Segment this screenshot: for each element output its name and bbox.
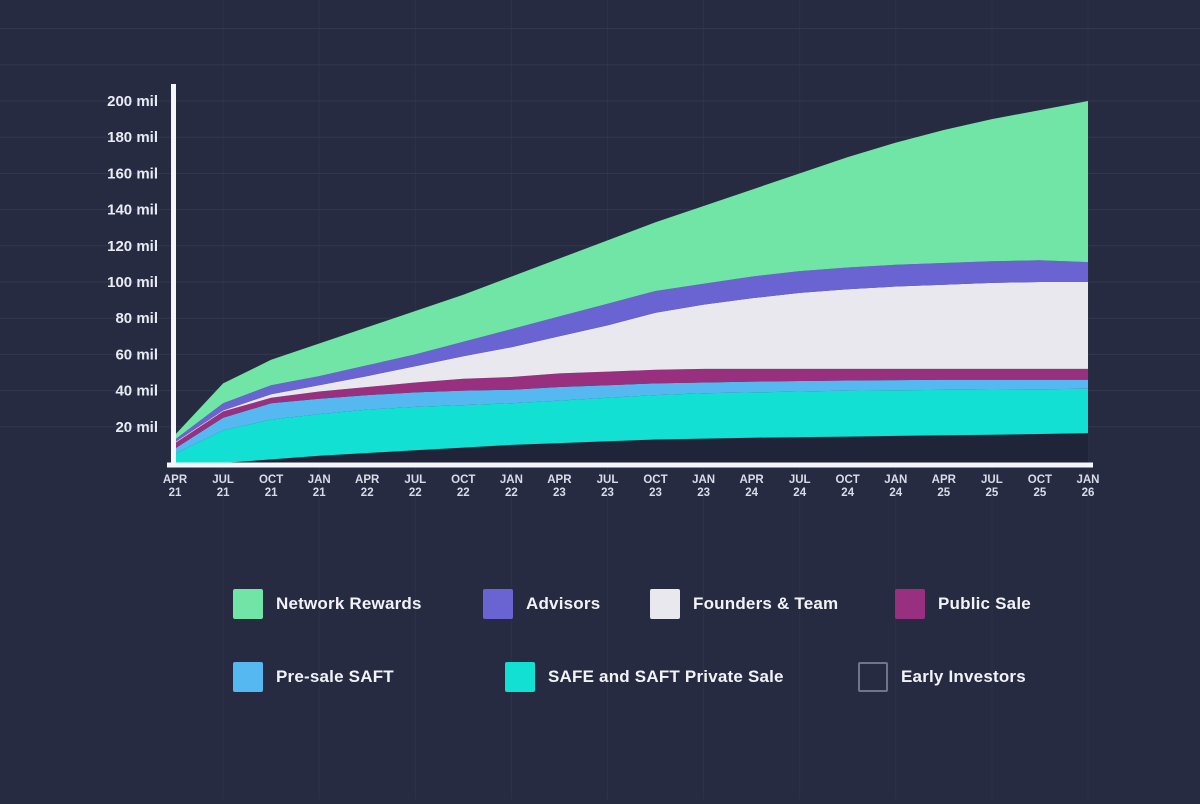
x-tick-label: JAN 22 [500,474,523,499]
x-tick-label: JUL 23 [597,474,619,499]
x-tick-label: OCT 25 [1028,474,1052,499]
x-tick-label: APR 25 [932,474,957,499]
x-tick-label: OCT 21 [259,474,283,499]
x-tick-label: OCT 22 [451,474,475,499]
y-tick-label: 40 mil [115,383,158,400]
area-advisors [175,260,1088,443]
area-public_sale [175,368,1088,449]
x-axis-labels: APR 21 JUL 21 OCT 21 JAN 21 APR 22 JUL 22 OCT 22 JAN 22… [163,474,1100,499]
y-tick-label: 120 mil [107,238,158,255]
y-tick-label: 60 mil [115,346,158,363]
x-tick-label: APR 22 [355,474,380,499]
area-presale_saft [175,379,1088,454]
y-tick-label: 160 mil [107,165,158,182]
x-tick-label: OCT 24 [836,474,860,499]
y-tick-label: 140 mil [107,202,158,219]
x-tick-label: JUL 22 [404,474,426,499]
y-tick-label: 20 mil [115,419,158,436]
area-safe_saft_private [175,388,1088,463]
y-axis-labels: 20 mil 40 mil 60 mil 80 mil 100 mil 120 mil 14… [107,93,158,436]
x-tick-label: JAN 24 [884,474,907,499]
x-tick-label: APR 24 [739,474,764,499]
area-early_investors [175,433,1088,463]
y-tick-label: 100 mil [107,274,158,291]
x-tick-label: JAN 21 [308,474,331,499]
area-founders_team [175,282,1088,444]
x-tick-label: JUL 21 [212,474,234,499]
x-tick-label: JUL 25 [981,474,1003,499]
x-tick-label: JAN 26 [1076,474,1099,499]
area-network_rewards [175,101,1088,440]
x-tick-label: JUL 24 [789,474,811,499]
y-tick-label: 200 mil [107,93,158,110]
x-tick-label: APR 23 [547,474,572,499]
x-tick-label: OCT 23 [643,474,667,499]
x-tick-label: APR 21 [163,474,188,499]
y-tick-label: 180 mil [107,129,158,146]
y-tick-label: 80 mil [115,310,158,327]
x-tick-label: JAN 23 [692,474,715,499]
